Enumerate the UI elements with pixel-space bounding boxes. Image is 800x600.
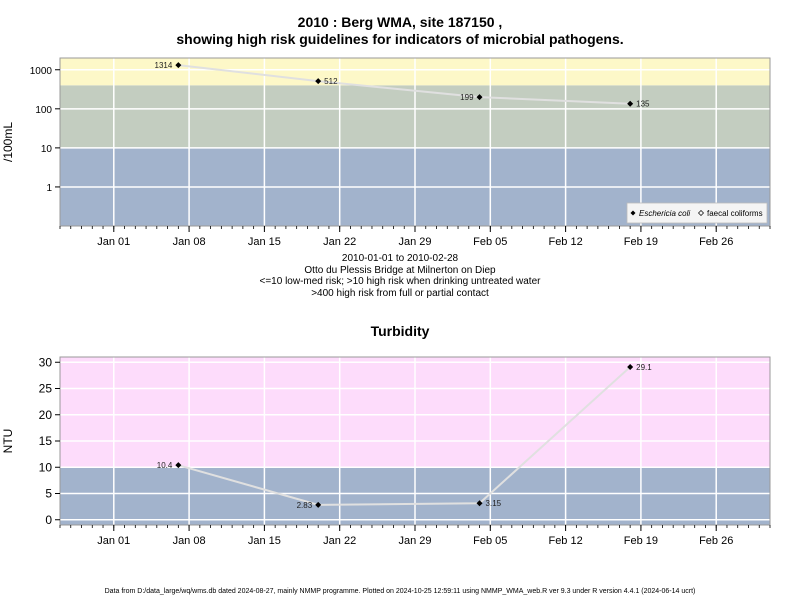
data-label-0: 10.4 <box>157 461 173 470</box>
data-point-2 <box>476 500 483 507</box>
x-tick-label-2: Jan 15 <box>248 535 281 547</box>
turbidity-title: Turbidity <box>370 323 430 339</box>
chart-title-line-2: showing high risk guidelines for indicat… <box>176 31 624 47</box>
x-tick-label-7: Feb 19 <box>624 535 658 547</box>
caption-date-range: 2010-01-01 to 2010-02-28 <box>341 253 459 264</box>
series-line-0 <box>178 366 631 506</box>
y-axis-label: /100mL <box>1 122 15 162</box>
x-tick-label-1: Jan 08 <box>173 236 206 248</box>
legend-marker-faecal-coliforms <box>698 210 704 216</box>
x-tick-label-0: Jan 01 <box>97 236 130 248</box>
y-tick-label-0: 0 <box>45 513 52 527</box>
y-tick-label-6: 30 <box>39 355 53 369</box>
legend-box <box>626 202 768 224</box>
caption-risk-drinking: <=10 low-med risk; >10 high risk when dr… <box>259 276 541 287</box>
x-tick-label-3: Jan 22 <box>323 236 356 248</box>
caption-site: Otto du Plessis Bridge at Milnerton on D… <box>304 264 496 276</box>
data-label-3: 135 <box>636 100 650 109</box>
data-point-3 <box>627 363 634 370</box>
data-label-3: 29.1 <box>636 363 652 372</box>
microbial-chart: Jan 01 Jan 08 Jan 15 Jan 22 Jan 29 Feb 05 Feb … <box>1 57 771 248</box>
x-tick-label-8: Feb 26 <box>699 236 733 248</box>
data-label-1: 2.83 <box>297 501 313 510</box>
data-label-0: 1314 <box>155 61 173 70</box>
y-tick-label-3: 15 <box>39 434 53 448</box>
data-label-2: 199 <box>460 93 474 102</box>
caption-risk-contact: >400 high risk from full or partial cont… <box>311 287 489 299</box>
data-label-1: 512 <box>324 77 338 86</box>
data-point-0 <box>175 462 182 469</box>
x-tick-label-8: Feb 26 <box>699 535 733 547</box>
y-tick-label-2: 100 <box>35 105 52 116</box>
legend-label-faecal-coliforms: faecal coliforms <box>707 209 763 218</box>
legend-marker-e-coli <box>630 210 636 216</box>
y-tick-label-0: 1 <box>46 183 52 194</box>
data-point-2 <box>476 94 483 101</box>
x-tick-label-6: Feb 12 <box>548 236 582 248</box>
x-tick-label-5: Feb 05 <box>473 236 507 248</box>
chart-title-line-1: 2010 : Berg WMA, site 187150 , <box>297 14 503 30</box>
y-tick-label-1: 10 <box>41 144 53 155</box>
y-tick-label-5: 25 <box>39 382 53 396</box>
x-tick-label-4: Jan 29 <box>398 236 431 248</box>
series-line-0 <box>178 64 631 105</box>
y-tick-label-2: 10 <box>39 460 53 474</box>
y-axis-label: NTU <box>1 429 15 454</box>
legend-label-e-coli: Eschericia coli <box>639 209 690 218</box>
x-tick-label-0: Jan 01 <box>97 535 130 547</box>
data-label-2: 3.15 <box>486 499 502 508</box>
x-tick-label-2: Jan 15 <box>248 236 281 248</box>
y-tick-label-3: 1000 <box>30 66 53 77</box>
x-tick-label-7: Feb 19 <box>624 236 658 248</box>
y-tick-label-4: 20 <box>39 408 53 422</box>
x-tick-label-1: Jan 08 <box>173 535 206 547</box>
y-tick-label-1: 5 <box>45 487 52 501</box>
x-tick-label-3: Jan 22 <box>323 535 356 547</box>
data-point-0 <box>175 62 182 69</box>
data-point-1 <box>315 501 322 508</box>
x-tick-label-5: Feb 05 <box>473 535 507 547</box>
x-tick-label-4: Jan 29 <box>398 535 431 547</box>
turbidity-chart: Jan 01 Jan 08 Jan 15 Jan 22 Jan 29 Feb 05 Feb … <box>1 355 771 547</box>
x-tick-label-6: Feb 12 <box>548 535 582 547</box>
data-point-3 <box>627 100 634 107</box>
footer-note: Data from D:/data_large/wq/wms.db dated … <box>104 588 696 595</box>
